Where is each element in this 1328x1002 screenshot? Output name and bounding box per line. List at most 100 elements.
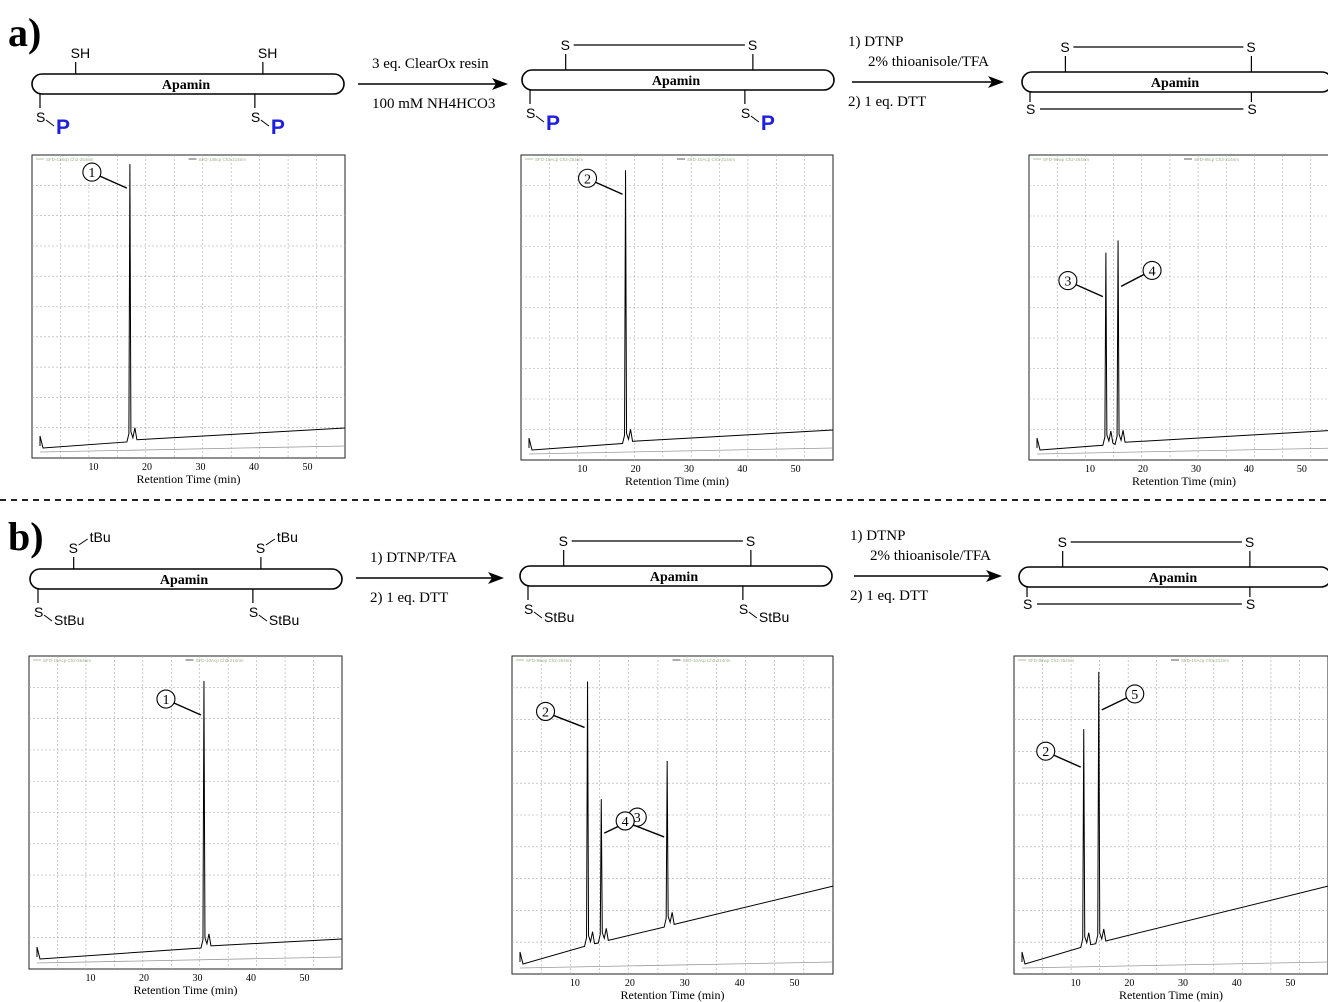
peptide-bar — [31, 73, 345, 95]
peptide-name: Apamin — [1149, 571, 1197, 586]
peak-marker-circle — [82, 162, 102, 182]
sulfur-label: S — [1247, 101, 1256, 117]
x-axis-label: Retention Time (min) — [1132, 474, 1236, 488]
x-tick-label: 50 — [1297, 464, 1307, 475]
trace-214nm — [39, 164, 346, 449]
panel-a-label: a) — [8, 10, 41, 55]
sulfur-label: S — [741, 105, 750, 121]
legend-entry: SFD-96wp Ch2-254nm — [1028, 658, 1074, 663]
reagent-label: 3 eq. ClearOx resin — [372, 56, 489, 72]
peak-label-4: 4 — [615, 811, 665, 838]
tbu-group-label: tBu — [90, 529, 111, 545]
trace-214nm — [36, 681, 343, 960]
trace-214nm — [519, 681, 834, 965]
x-tick-label: 10 — [1071, 978, 1081, 989]
peak-marker-circle — [535, 701, 556, 721]
protecting-group-label: StBu — [544, 609, 574, 625]
trace-214nm — [1021, 671, 1328, 965]
peak-leader-line — [632, 824, 665, 838]
reagent-label: 2% thioanisole/TFA — [870, 548, 991, 564]
peak-number: 5 — [1131, 688, 1138, 703]
peak-marker-circle — [577, 168, 598, 188]
x-axis-label: Retention Time (min) — [133, 983, 237, 997]
peak-number: 2 — [542, 705, 549, 720]
peak-label-1: 1 — [156, 689, 202, 716]
protecting-group-label: P — [56, 116, 70, 139]
sulfur-label: S — [251, 109, 260, 125]
reagent-label: 1) DTNP — [850, 528, 905, 544]
chromatogram-a-3: SFD-96wp Ch2-254nm SFD-96cp Ch3-214nm 3 4 10… — [1028, 154, 1328, 488]
x-tick-label: 20 — [625, 978, 635, 989]
peak-label-4: 4 — [1120, 260, 1162, 288]
x-tick-label: 50 — [303, 462, 313, 473]
x-tick-label: 20 — [1138, 464, 1148, 475]
x-tick-label: 30 — [193, 973, 203, 984]
sulfur-label: SH — [258, 45, 277, 61]
protecting-bond — [748, 611, 758, 619]
x-tick-label: 20 — [142, 462, 152, 473]
chromatogram-b-2: SFD-96wp Ch2-254nm SFD-10Acp Ch3-214nm234… — [511, 655, 834, 1002]
x-tick-label: 40 — [249, 462, 259, 473]
peak-leader-line — [1101, 697, 1128, 711]
legend-entry: SFD-10Acp Ch3-214nm — [687, 157, 735, 162]
sulfur-label: S — [559, 533, 568, 549]
peak-leader-line — [1075, 283, 1104, 298]
legend-entry: SFD-96wp Ch2-254nm — [526, 658, 572, 663]
legend-entry: SFD-10Acp Ch3-214nm — [683, 658, 731, 663]
sulfur-label: S — [1246, 39, 1255, 55]
protecting-bond — [45, 119, 55, 127]
legend-entry: SFD-10Acp Ch2-254nm — [535, 157, 583, 162]
peak-marker-circle — [156, 689, 176, 709]
sulfur-label: S — [1026, 101, 1035, 117]
s-tbu-bond — [265, 538, 276, 546]
legend-entry: SFD-10Acp Ch3-214nm — [196, 658, 244, 663]
protecting-group-label: StBu — [54, 612, 84, 628]
peptide-bar — [1018, 566, 1328, 588]
sulfur-label: S — [739, 601, 748, 617]
sulfur-label: S — [249, 604, 258, 620]
x-tick-label: 40 — [1232, 978, 1242, 989]
protecting-bond — [535, 115, 545, 123]
sulfur-label: S — [1058, 534, 1067, 550]
sulfur-label: S — [1023, 596, 1032, 612]
panel-b-label: b) — [8, 514, 44, 559]
peak-label-2: 2 — [1036, 741, 1082, 768]
peak-number: 1 — [88, 166, 95, 181]
sulfur-label: S — [1060, 39, 1069, 55]
peak-marker-circle — [1058, 271, 1078, 291]
sulfur-label: S — [256, 540, 265, 556]
condition-label: 2) 1 eq. DTT — [848, 94, 926, 110]
protecting-bond — [43, 614, 53, 622]
chromatogram-a-2: SFD-10Acp Ch2-254nm SFD-10Acp Ch3-214nm 2 1… — [520, 154, 834, 488]
sulfur-label: S — [524, 601, 533, 617]
legend-entry: SFD-10Acp Ch2-254nm — [43, 658, 91, 663]
peptide-name: Apamin — [652, 74, 700, 89]
x-tick-label: 50 — [1285, 978, 1295, 989]
baseline-trace — [1021, 961, 1328, 969]
legend-entry: SFD-96cp Ch3-214nm — [1194, 157, 1239, 162]
protecting-bond — [260, 119, 270, 127]
x-tick-label: 10 — [89, 462, 99, 473]
chromatogram-a-1: SFD-136cp Ch2-254nm SFD-136cp Ch3-214nm 1 1… — [31, 154, 346, 486]
x-tick-label: 40 — [246, 973, 256, 984]
peptide-bar — [521, 69, 835, 91]
protecting-bond — [750, 115, 760, 123]
arrow-head — [488, 572, 504, 584]
protecting-group-label: P — [271, 116, 285, 139]
x-tick-label: 10 — [570, 978, 580, 989]
protecting-bond — [533, 611, 543, 619]
peak-number: 4 — [622, 815, 629, 830]
sulfur-label: S — [746, 533, 755, 549]
s-tbu-bond — [78, 538, 88, 546]
trace-214nm — [528, 170, 834, 451]
baseline-trace — [528, 447, 834, 455]
trace-214nm — [1036, 240, 1328, 451]
protecting-bond — [258, 614, 268, 622]
protecting-group-label: StBu — [269, 612, 299, 628]
peak-leader-line — [99, 175, 128, 189]
x-tick-label: 50 — [300, 973, 310, 984]
sulfur-label: S — [526, 105, 535, 121]
x-tick-label: 30 — [1178, 978, 1188, 989]
